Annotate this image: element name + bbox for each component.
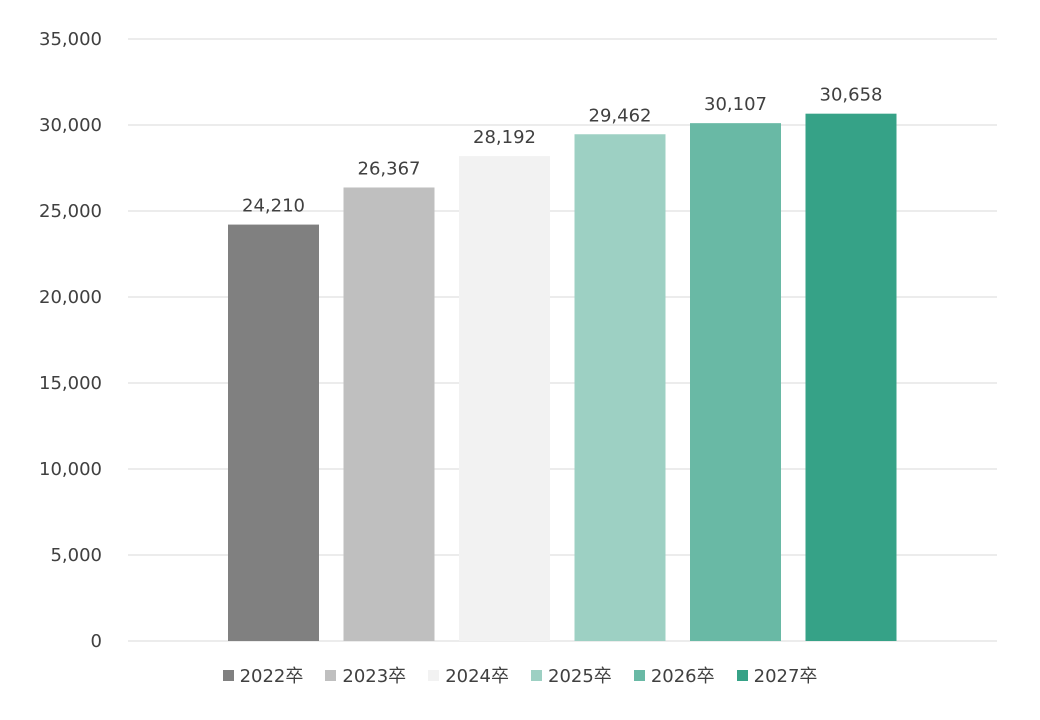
- legend-swatch: [633, 669, 645, 681]
- legend-label: 2023卒: [342, 666, 407, 687]
- legend-swatch: [531, 669, 542, 681]
- bar-2025卒: [574, 134, 666, 641]
- legend-label: 2027卒: [753, 666, 818, 687]
- bar-2026卒: [690, 123, 781, 641]
- legend-item: 2026卒: [633, 662, 715, 688]
- bar-2024卒: [459, 156, 550, 641]
- legend-item: 2024卒: [428, 662, 509, 688]
- legend-label: 2025卒: [548, 666, 612, 687]
- data-labels: 24,210 26,367 28,192 29,462 30,107 30,658: [242, 85, 882, 217]
- bar-2027卒: [805, 113, 897, 642]
- y-tick-label: 25,000: [39, 201, 102, 222]
- bar-2022卒: [228, 224, 319, 641]
- legend-item: 2023卒: [325, 662, 406, 688]
- bars: [228, 113, 897, 642]
- y-tick-label: 0: [91, 631, 102, 652]
- y-tick-label: 20,000: [39, 287, 102, 308]
- y-tick-label: 5,000: [50, 545, 102, 566]
- y-tick-label: 10,000: [39, 459, 102, 480]
- legend-swatch: [325, 669, 337, 681]
- data-label: 29,462: [589, 105, 652, 126]
- y-tick-label: 30,000: [39, 115, 102, 136]
- data-label: 30,107: [704, 94, 767, 115]
- legend-item: 2027卒: [736, 662, 818, 688]
- y-tick-label: 15,000: [39, 373, 102, 394]
- data-label: 30,658: [820, 85, 883, 106]
- legend-item: 2025卒: [531, 662, 612, 688]
- data-label: 28,192: [473, 127, 536, 148]
- legend-label: 2022卒: [239, 666, 304, 687]
- legend-label: 2026卒: [650, 666, 715, 687]
- legend: 2022卒 2023卒 2024卒 2025卒 2026卒 2027卒: [0, 662, 1040, 688]
- bar-2023卒: [343, 187, 435, 641]
- y-tick-label: 35,000: [39, 29, 102, 50]
- legend-swatch: [222, 669, 234, 681]
- data-label: 24,210: [242, 196, 305, 217]
- legend-swatch: [428, 669, 440, 681]
- legend-label: 2024卒: [445, 666, 509, 687]
- legend-swatch: [736, 669, 748, 681]
- data-label: 26,367: [358, 158, 421, 179]
- legend-item: 2022卒: [222, 662, 304, 688]
- y-axis-ticks: 0 5,000 10,000 15,000 20,000 25,000 30,000 35,0…: [39, 29, 102, 652]
